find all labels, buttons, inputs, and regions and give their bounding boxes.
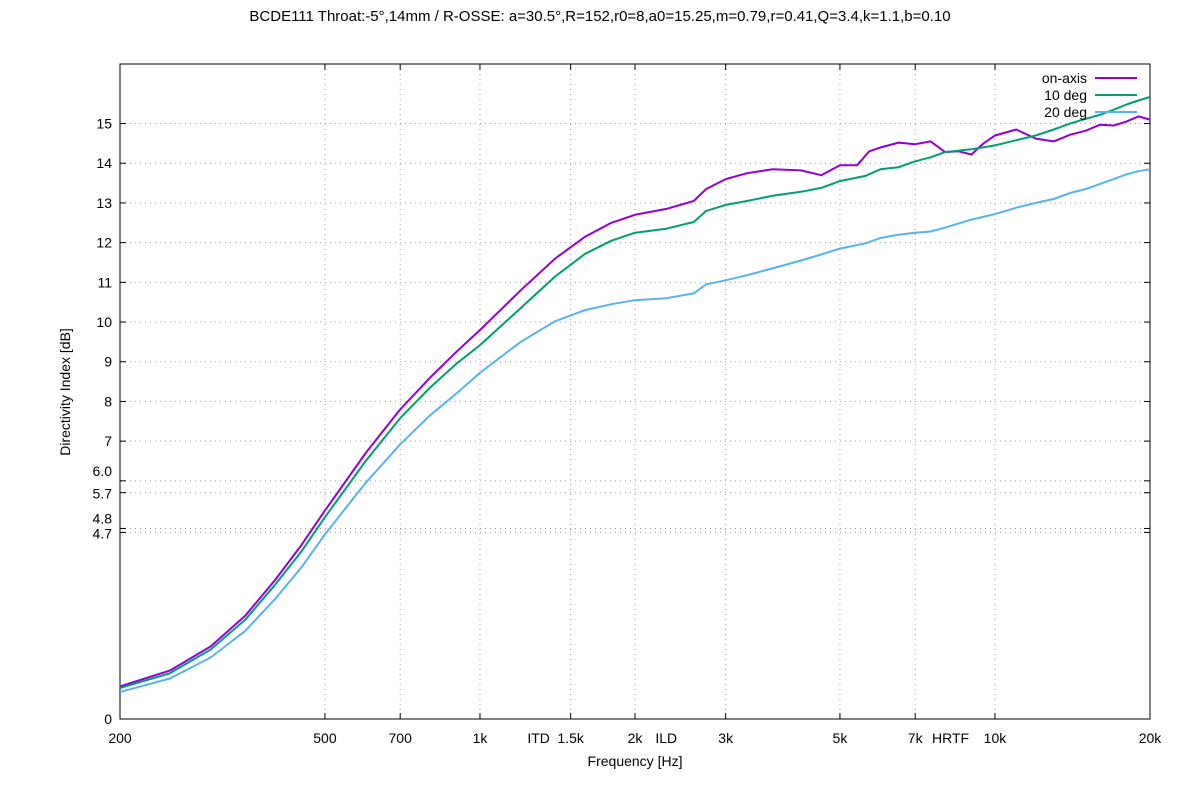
- y-tick-label: 8: [104, 393, 112, 409]
- x-tick-label: 7k: [908, 730, 924, 746]
- x-tick-label: 2k: [628, 730, 644, 746]
- series-line-10-deg: [120, 95, 1150, 689]
- grid: [120, 64, 1150, 719]
- x-tick-label: 1k: [473, 730, 489, 746]
- x-tick-label: 5k: [833, 730, 849, 746]
- x-annotation-label: ILD: [655, 730, 677, 746]
- plot-frame: [119, 63, 1151, 720]
- y-tick-label: 12: [96, 235, 112, 251]
- x-tick-label: 1.5k: [557, 730, 584, 746]
- legend-label: 10 deg: [1044, 87, 1087, 103]
- x-tick-label: 10k: [984, 730, 1008, 746]
- x-annotation-label: ITD: [527, 730, 550, 746]
- y-tick-label: 10: [96, 314, 112, 330]
- y-tick-label: 11: [97, 274, 112, 290]
- y-tick-label: 4.7: [93, 525, 113, 541]
- y-tick-label: 0: [104, 711, 112, 727]
- legend-label: 20 deg: [1044, 104, 1087, 120]
- series-lines: [120, 95, 1150, 693]
- y-tick-label: 5.7: [93, 486, 113, 502]
- x-tick-label: 700: [389, 730, 413, 746]
- x-tick-label: 500: [313, 730, 337, 746]
- y-axis-label: Directivity Index [dB]: [57, 328, 73, 456]
- y-tick-label: 9: [104, 354, 112, 370]
- series-line-on-axis: [120, 115, 1150, 688]
- y-tick-label: 6.0: [93, 463, 113, 479]
- y-tick-label: 14: [96, 155, 112, 171]
- axis-ticks: 200 500 700 1k 1.5k 2k 3k 5k 7k 10k 20k ITD ILD HRTF 0…: [93, 64, 1163, 746]
- chart-title: BCDE111 Throat:-5°,14mm / R-OSSE: a=30.5…: [249, 8, 950, 25]
- x-axis-label: Frequency [Hz]: [588, 753, 683, 769]
- x-tick-label: 200: [108, 730, 132, 746]
- y-tick-label: 7: [104, 433, 112, 449]
- x-tick-label: 3k: [718, 730, 734, 746]
- series-line-20-deg: [120, 168, 1150, 693]
- y-tick-label: 4.8: [93, 510, 113, 526]
- x-tick-label: 20k: [1139, 730, 1163, 746]
- legend-label: on-axis: [1042, 70, 1087, 86]
- x-annotation-label: HRTF: [932, 730, 969, 746]
- y-tick-label: 13: [96, 195, 112, 211]
- y-tick-label: 15: [96, 116, 112, 132]
